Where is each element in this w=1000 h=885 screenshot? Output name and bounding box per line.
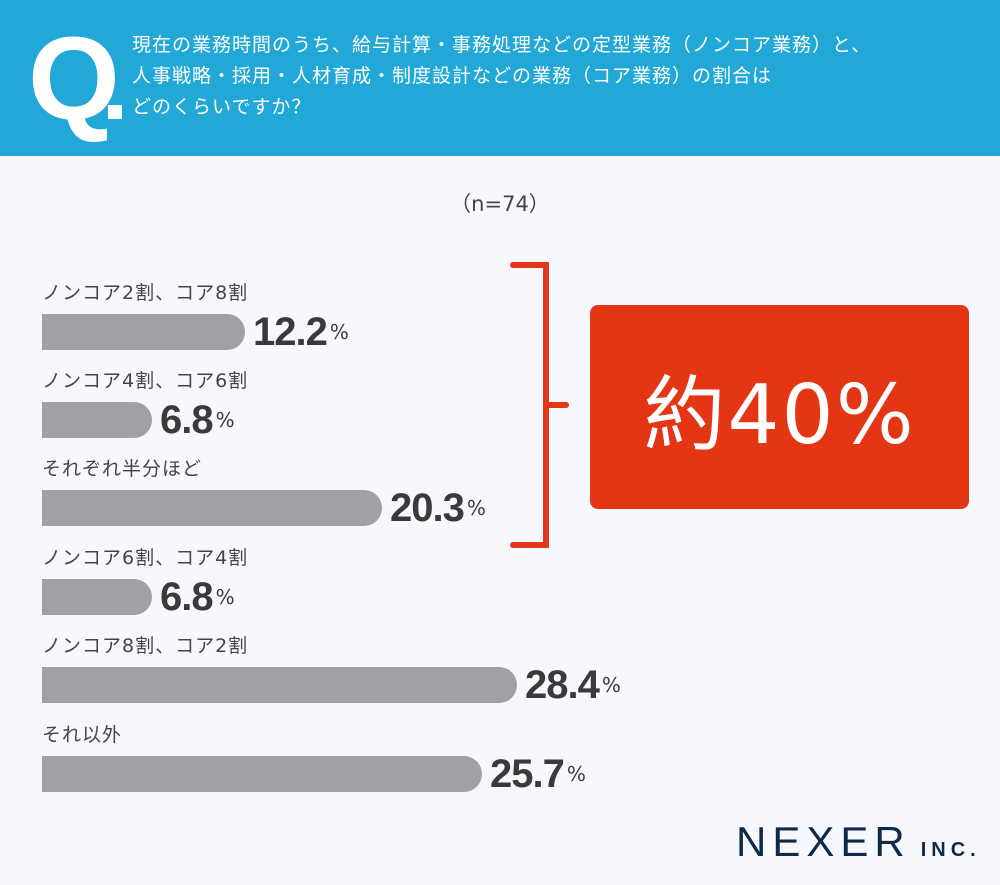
bar-label: それぞれ半分ほど [42,458,203,480]
bar [42,314,245,350]
question-text: 現在の業務時間のうち、給与計算・事務処理などの定型業務（ノンコア業務）と、 人事… [132,30,992,123]
bar-label: ノンコア2割、コア8割 [42,282,249,304]
bar-value: 6.8 [160,398,214,442]
logo-main: NEXER [736,818,911,865]
bar-label: ノンコア8割、コア2割 [42,635,249,657]
callout-text: 約40% [643,367,916,463]
percent-sign: % [601,673,621,697]
bar-label: ノンコア4割、コア6割 [42,370,249,392]
bar-value: 20.3 [390,486,465,530]
percent-sign: % [329,320,349,344]
bar [42,490,382,526]
percent-sign: % [566,762,586,786]
bar-value: 12.2 [253,310,328,354]
bar-row: ノンコア8割、コア2割 28.4% [42,633,621,705]
percent-sign: % [466,496,486,520]
bar-label: それ以外 [42,724,123,746]
bar-value: 28.4 [525,663,600,707]
bar-row: ノンコア4割、コア6割 6.8% [42,368,248,440]
question-line: 現在の業務時間のうち、給与計算・事務処理などの定型業務（ノンコア業務）と、 [132,34,872,56]
sample-size-label: （n=74） [450,192,550,216]
bar-row: ノンコア2割、コア8割 12.2% [42,280,349,352]
bar-row: ノンコア6割、コア4割 6.8% [42,545,248,617]
bar [42,756,482,792]
q-dot [108,105,122,119]
bar-value: 25.7 [490,752,565,796]
bracket-top [510,262,549,268]
question-line: 人事戦略・採用・人材育成・制度設計などの業務（コア業務）の割合は [132,65,773,87]
percent-sign: % [215,408,235,432]
bar-row: それ以外 25.7% [42,722,586,794]
bar-label: ノンコア6割、コア4割 [42,547,249,569]
company-logo: NEXER INC. [736,818,981,866]
bar [42,667,517,703]
question-header: Q 現在の業務時間のうち、給与計算・事務処理などの定型業務（ノンコア業務）と、 … [0,0,1000,156]
bar-value: 6.8 [160,575,214,619]
bar-row: それぞれ半分ほど 20.3% [42,456,486,528]
bracket-pointer [545,402,569,408]
logo-sub: INC. [920,839,981,861]
bar [42,402,152,438]
percent-sign: % [215,585,235,609]
bar [42,579,152,615]
summary-callout: 約40% [590,305,969,509]
question-line: どのくらいですか？ [132,96,312,118]
bracket-bottom [510,542,549,548]
q-mark: Q [28,13,120,145]
